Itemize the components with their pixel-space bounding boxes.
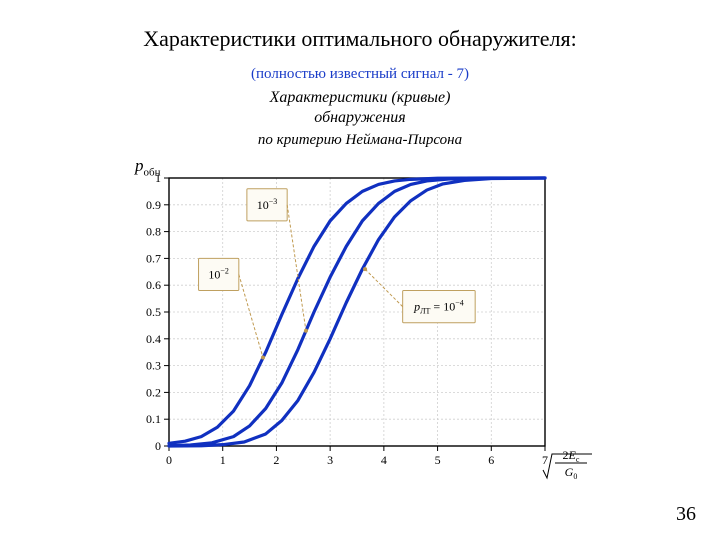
svg-text:0: 0 [155,439,161,453]
svg-text:1: 1 [155,171,161,185]
svg-text:0.2: 0.2 [146,385,161,399]
subtitle-known-signal: (полностью известный сигнал - 7) [0,66,720,83]
svg-text:0.1: 0.1 [146,412,161,426]
svg-text:G0: G0 [565,465,578,481]
subtitle-criterion: по критерию Неймана-Пирсона [0,132,720,149]
svg-text:0.6: 0.6 [146,278,161,292]
subtitle-curves-line1: Характеристики (кривые) [270,89,451,106]
chart-svg: 0 1 2 3 4 5 6 7 0 0.1 0.2 0.3 0.4 0.5 0.6 0.7 0.8 0.9 1 2Ec… [125,158,595,498]
svg-text:0.9: 0.9 [146,198,161,212]
page-title: Характеристики оптимального обнаружителя… [0,26,720,52]
svg-text:0: 0 [166,453,172,467]
svg-text:3: 3 [327,453,333,467]
page-number: 36 [676,503,696,526]
svg-text:6: 6 [488,453,494,467]
svg-text:0.7: 0.7 [146,251,161,265]
svg-text:0.3: 0.3 [146,359,161,373]
svg-text:2: 2 [273,453,279,467]
svg-text:0.4: 0.4 [146,332,161,346]
svg-text:0.5: 0.5 [146,305,161,319]
svg-text:5: 5 [435,453,441,467]
subtitle-curves: Характеристики (кривые) обнаружения [0,88,720,128]
subtitle-curves-line2: обнаружения [314,109,405,126]
svg-text:1: 1 [220,453,226,467]
svg-text:0.8: 0.8 [146,225,161,239]
svg-text:4: 4 [381,453,387,467]
detection-chart: 0 1 2 3 4 5 6 7 0 0.1 0.2 0.3 0.4 0.5 0.6 0.7 0.8 0.9 1 2Ec… [125,158,595,498]
svg-text:7: 7 [542,453,548,467]
svg-text:2Ec: 2Ec [563,448,580,464]
